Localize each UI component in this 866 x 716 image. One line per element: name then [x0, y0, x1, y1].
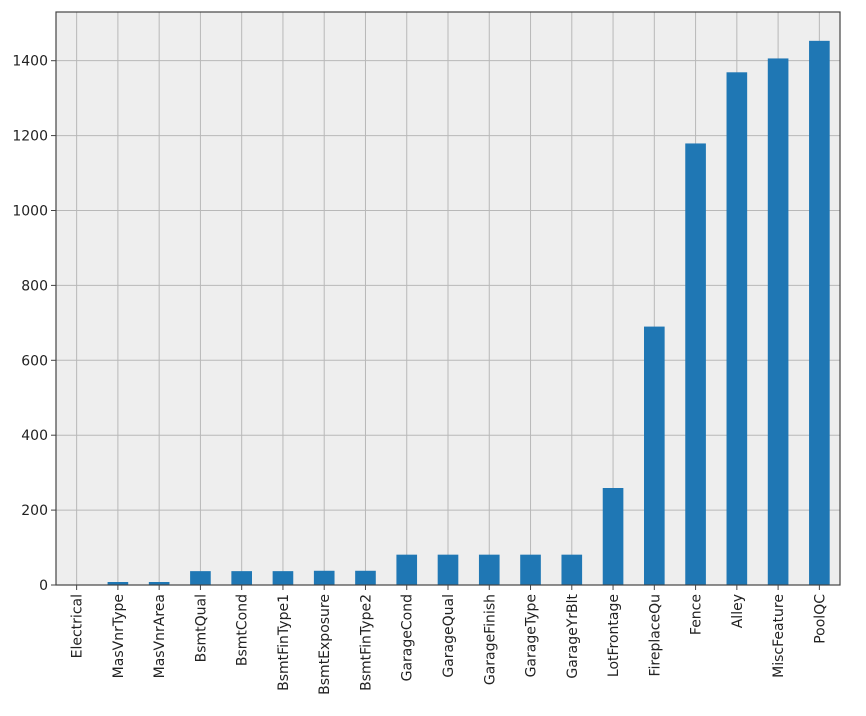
x-tick-label: GarageCond [400, 594, 416, 681]
bar [809, 40, 830, 585]
bar [190, 571, 211, 585]
x-tick-label: BsmtExposure [317, 594, 333, 695]
x-tick-label: BsmtQual [193, 594, 209, 662]
bar [478, 554, 500, 585]
x-tick-label: PoolQC [812, 594, 828, 644]
x-tick-label: GarageFinish [482, 594, 498, 685]
y-tick-label: 600 [21, 353, 48, 369]
x-tick-label: MasVnrArea [152, 594, 168, 678]
x-tick-label: LotFrontage [606, 594, 622, 677]
bar [767, 58, 789, 586]
y-tick-label: 400 [21, 428, 48, 444]
x-tick-label: MasVnrType [111, 594, 127, 678]
bar [520, 554, 541, 585]
x-tick-label: GarageType [524, 594, 540, 677]
grid-lines [56, 12, 840, 586]
x-tick-label: Electrical [70, 594, 86, 658]
y-tick-label: 0 [39, 578, 48, 594]
y-tick-label: 1200 [12, 129, 48, 145]
bar [437, 554, 459, 585]
bar [602, 488, 624, 585]
y-tick-label: 1400 [12, 54, 48, 70]
bar [107, 582, 129, 585]
bar [231, 571, 252, 585]
bar [561, 554, 583, 585]
y-tick-label: 1000 [12, 203, 48, 219]
y-tick-label: 200 [21, 503, 48, 519]
bar [685, 143, 706, 585]
x-tick-label: GarageQual [441, 594, 457, 678]
x-tick-label: Alley [730, 594, 746, 628]
bar [313, 570, 335, 585]
x-tick-label: FireplaceQu [647, 594, 663, 677]
x-axis: Electrical MasVnrType MasVnrArea BsmtQual Bs… [70, 585, 828, 695]
x-tick-label: BsmtFinType1 [276, 594, 292, 691]
bar [148, 582, 170, 585]
bar [355, 570, 376, 585]
x-tick-label: GarageYrBlt [565, 593, 581, 678]
bars [66, 40, 830, 586]
x-tick-label: MiscFeature [771, 594, 787, 678]
bar [644, 326, 665, 585]
x-tick-label: BsmtFinType2 [358, 594, 374, 691]
bar [396, 554, 418, 585]
x-tick-label: BsmtCond [235, 594, 251, 666]
y-axis: 0 200 400 600 800 1000 1200 1400 [12, 54, 56, 594]
x-tick-label: Fence [689, 594, 705, 635]
y-tick-label: 800 [21, 278, 48, 294]
bar [726, 72, 748, 585]
bar [272, 571, 294, 585]
